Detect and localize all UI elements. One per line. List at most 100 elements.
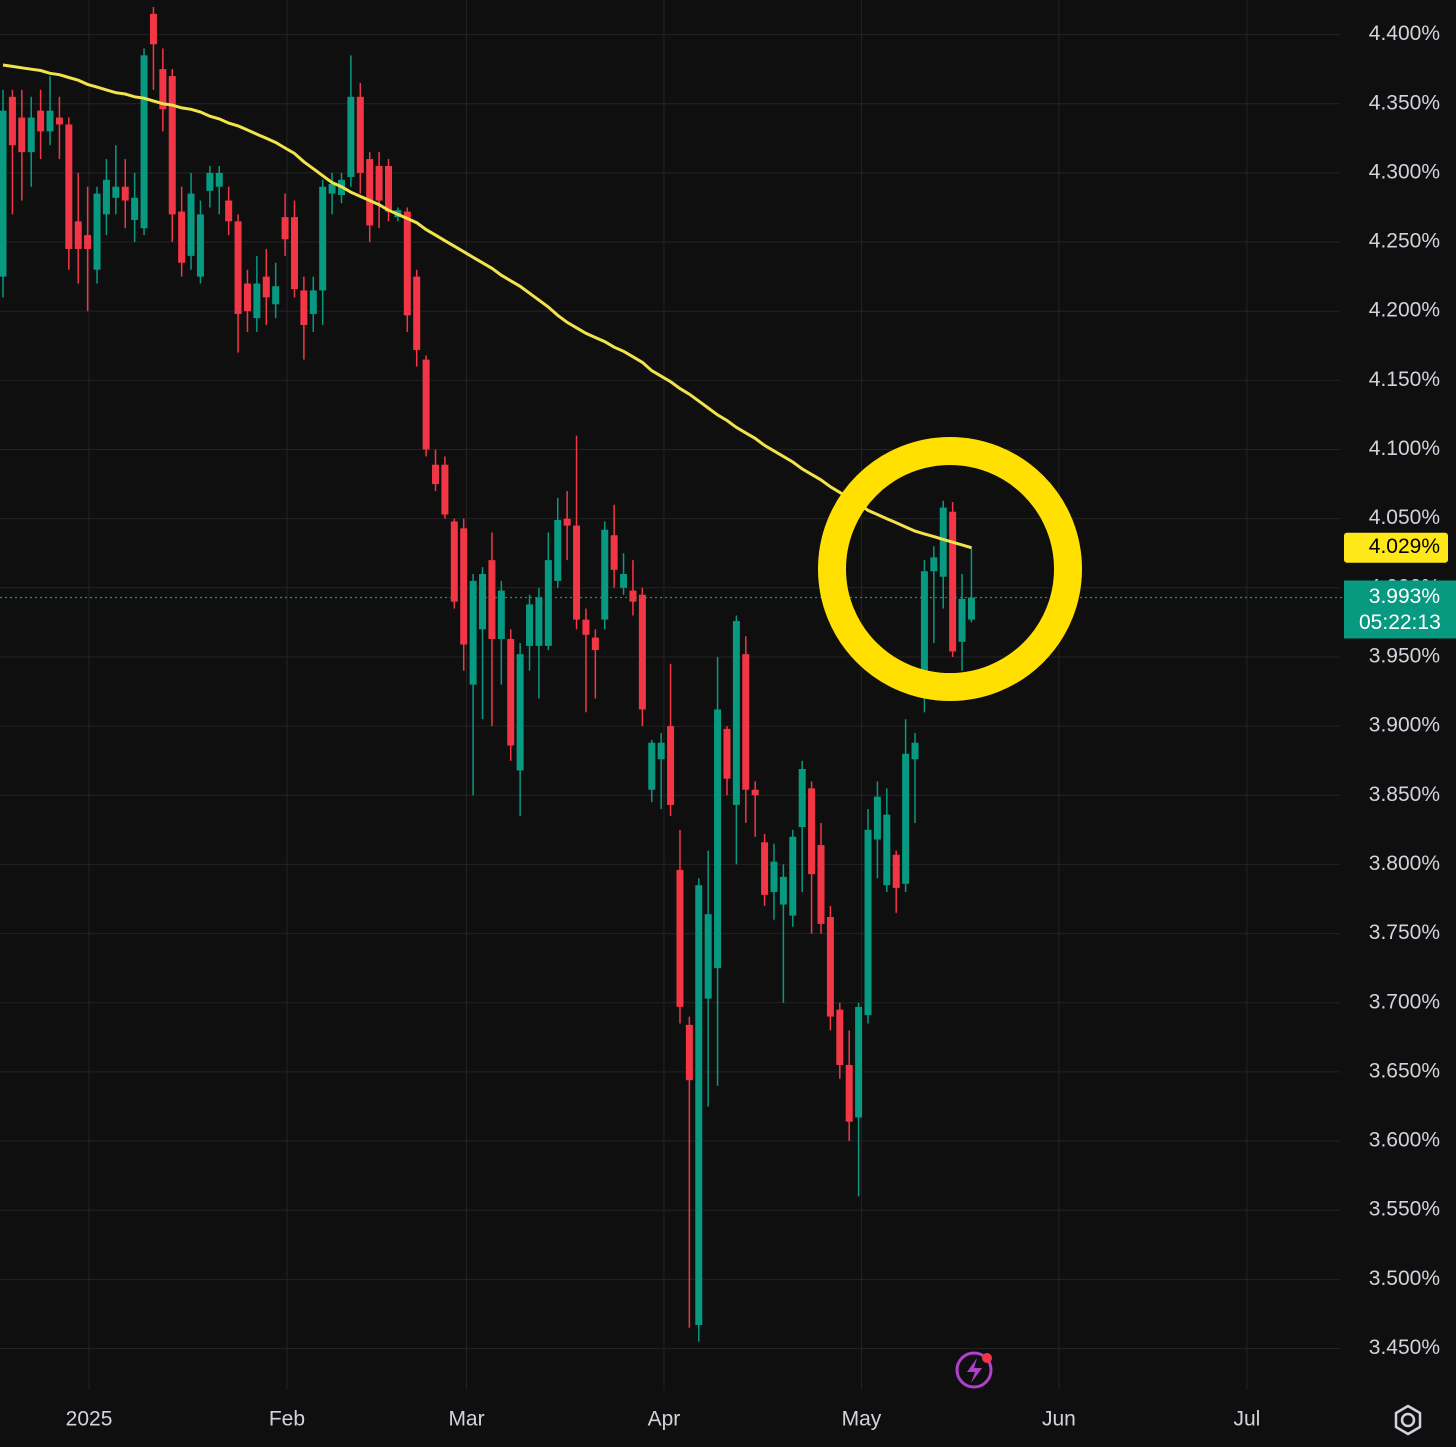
candle-body xyxy=(112,186,120,198)
candle-body xyxy=(892,854,900,888)
candle-body xyxy=(309,290,317,314)
candle-body xyxy=(930,557,938,572)
y-tick-label: 3.500% xyxy=(1369,1267,1440,1290)
candle-body xyxy=(384,165,392,212)
candle-body xyxy=(770,861,778,893)
candle-body xyxy=(215,172,223,187)
candle-body xyxy=(826,916,834,1017)
y-tick-label: 4.400% xyxy=(1369,22,1440,45)
candle-body xyxy=(582,619,590,635)
y-tick-label: 3.650% xyxy=(1369,1059,1440,1082)
y-tick-label: 4.100% xyxy=(1369,437,1440,460)
candle-body xyxy=(732,621,740,805)
candle-body xyxy=(526,604,534,646)
candle-body xyxy=(366,159,374,226)
candle-body xyxy=(450,521,458,602)
y-tick-label: 3.900% xyxy=(1369,714,1440,737)
candle-body xyxy=(290,217,298,290)
candle-body xyxy=(563,518,571,526)
candle-body xyxy=(667,726,675,805)
candle-body xyxy=(648,742,656,790)
plot-area xyxy=(0,6,1456,1342)
y-tick-label: 3.750% xyxy=(1369,921,1440,944)
candle-body xyxy=(319,186,327,291)
candle-body xyxy=(939,507,947,577)
candle-body xyxy=(479,573,487,630)
candle-body xyxy=(300,290,308,326)
candle-body xyxy=(55,117,63,125)
candle-body xyxy=(225,200,233,222)
y-tick-label: 4.250% xyxy=(1369,230,1440,253)
candle-body xyxy=(441,464,449,515)
x-tick-label: 2025 xyxy=(66,1408,113,1431)
y-tick-label: 4.200% xyxy=(1369,299,1440,322)
ma-badge xyxy=(1344,532,1448,563)
candle-body xyxy=(347,96,355,178)
candle-body xyxy=(422,359,430,450)
candle-body xyxy=(375,165,383,201)
y-tick-label: 3.800% xyxy=(1369,852,1440,875)
countdown-label: 05:22:13 xyxy=(1359,611,1441,634)
candle-body xyxy=(911,742,919,760)
y-tick-label: 3.600% xyxy=(1369,1129,1440,1152)
candle-body xyxy=(902,753,910,884)
alert-icon[interactable] xyxy=(955,1351,993,1389)
candle-body xyxy=(920,571,928,680)
candle-body xyxy=(413,276,421,350)
candle-body xyxy=(761,842,769,895)
candle-body xyxy=(27,117,35,153)
candle-body xyxy=(798,768,806,828)
candle-body xyxy=(262,276,270,298)
candle-body xyxy=(149,13,157,45)
candle-body xyxy=(37,110,45,132)
grid xyxy=(0,0,1340,1390)
candle-body xyxy=(657,742,665,760)
candle-body xyxy=(74,221,82,249)
settings-button[interactable] xyxy=(1394,1404,1422,1436)
candle-body xyxy=(131,197,139,220)
x-tick-label: Jun xyxy=(1042,1408,1076,1431)
candle-body xyxy=(817,845,825,924)
candle-body xyxy=(845,1064,853,1122)
candle-body xyxy=(601,529,609,620)
candle-body xyxy=(159,69,167,110)
candle-body xyxy=(187,193,195,256)
price-badge-label: 3.993% xyxy=(1369,585,1440,608)
candle-body xyxy=(272,286,280,305)
candle-body xyxy=(591,637,599,651)
candle-body xyxy=(46,110,54,132)
candle-body xyxy=(432,464,440,485)
candle-body xyxy=(168,76,176,215)
candle-body xyxy=(855,1006,863,1118)
candle-body xyxy=(507,638,515,746)
candle-body xyxy=(65,124,73,249)
candle-body xyxy=(469,580,477,685)
candle-body xyxy=(779,876,787,905)
ma-badge-label: 4.029% xyxy=(1369,535,1440,558)
y-tick-label: 3.850% xyxy=(1369,783,1440,806)
candle-body xyxy=(356,96,364,173)
candle-body xyxy=(328,183,336,194)
y-tick-label: 4.350% xyxy=(1369,91,1440,114)
candle-body xyxy=(967,597,975,620)
highlight-circle xyxy=(818,437,1082,701)
candle-body xyxy=(0,110,7,277)
candle-body xyxy=(873,796,881,840)
candle-body xyxy=(676,869,684,1007)
candle-body xyxy=(751,789,759,796)
candle-body xyxy=(723,728,731,779)
candle-body xyxy=(554,520,562,581)
candle-body xyxy=(8,96,16,146)
candle-body xyxy=(516,654,524,771)
candle-body xyxy=(610,535,618,570)
candle-body xyxy=(243,283,251,312)
candle-body xyxy=(102,179,110,215)
candle-body xyxy=(949,511,957,652)
candle-body xyxy=(883,814,891,886)
candle-body xyxy=(460,528,468,645)
y-tick-label: 4.150% xyxy=(1369,368,1440,391)
moving-average-line xyxy=(2,63,972,550)
candle-body xyxy=(253,283,261,319)
candle-body xyxy=(281,217,289,240)
